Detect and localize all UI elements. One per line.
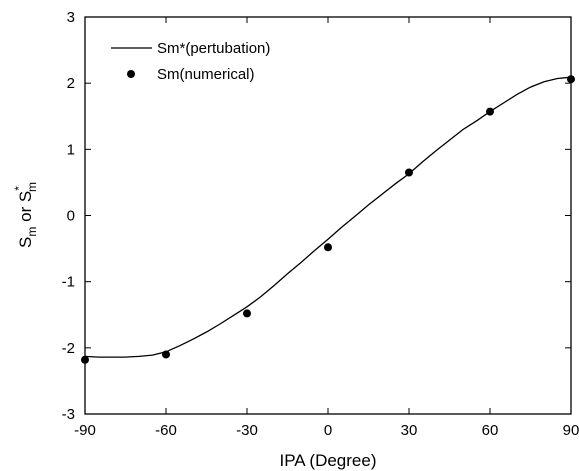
y-tick-label: -3 — [62, 406, 75, 423]
x-axis-title: IPA (Degree) — [279, 451, 376, 470]
x-tick-label: 60 — [482, 422, 499, 439]
legend-label-numerical: Sm(numerical) — [157, 66, 255, 83]
y-axis-title: Sm or S*m — [12, 182, 39, 248]
legend-marker-swatch — [127, 70, 135, 78]
data-point-numerical — [324, 243, 332, 252]
x-tick-label: -30 — [236, 422, 258, 439]
x-tick-label: 90 — [563, 422, 579, 439]
svg-text:Sm or S*m: Sm or S*m — [12, 182, 39, 248]
y-tick-label: 3 — [67, 9, 75, 26]
data-point-numerical — [81, 355, 89, 364]
y-tick-label: 1 — [67, 141, 75, 158]
series-layer — [81, 75, 575, 364]
x-tick-label: 30 — [401, 422, 418, 439]
y-axis-ticks: -3 -2 -1 0 1 2 3 — [62, 9, 571, 423]
data-point-numerical — [162, 350, 170, 359]
x-axis-ticks: -90 -60 -30 0 30 60 90 — [74, 17, 579, 439]
x-tick-label: -90 — [74, 422, 96, 439]
x-tick-label: -60 — [155, 422, 177, 439]
series-line-pertubation — [84, 76, 572, 358]
y-tick-label: -2 — [62, 340, 75, 357]
data-point-numerical — [567, 75, 575, 84]
data-point-numerical — [243, 309, 251, 318]
x-tick-label: 0 — [324, 422, 332, 439]
y-tick-label: 2 — [67, 75, 75, 92]
data-point-numerical — [405, 168, 413, 177]
legend: Sm*(pertubation) Sm(numerical) — [111, 40, 270, 83]
y-tick-label: -1 — [62, 274, 75, 291]
data-point-numerical — [486, 107, 494, 116]
legend-label-pertubation: Sm*(pertubation) — [157, 40, 270, 57]
y-tick-label: 0 — [67, 208, 75, 225]
